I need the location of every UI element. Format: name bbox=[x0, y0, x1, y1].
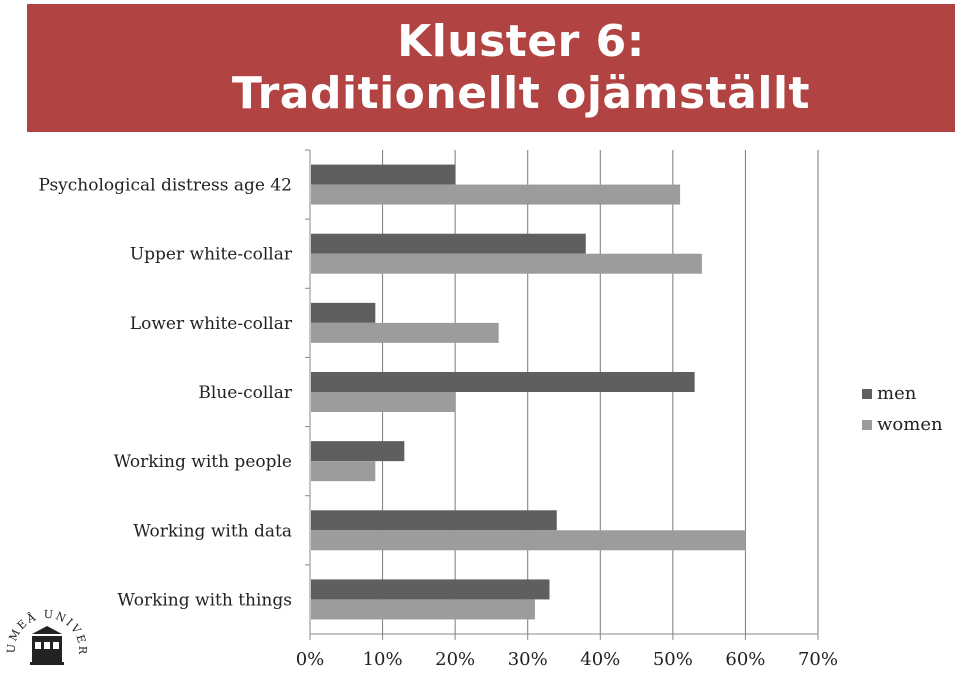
bar-women bbox=[311, 392, 456, 412]
legend: men women bbox=[862, 378, 943, 440]
category-label: Psychological distress age 42 bbox=[38, 176, 292, 196]
legend-item-men: men bbox=[862, 378, 943, 409]
x-tick-label: 60% bbox=[725, 649, 765, 670]
x-tick-label: 40% bbox=[580, 649, 620, 670]
title-line-1: Kluster 6: bbox=[397, 16, 645, 67]
bar-men bbox=[311, 579, 550, 600]
university-logo: UMEÅ UNIVERSITET bbox=[4, 606, 87, 665]
bar-men bbox=[311, 441, 405, 462]
bar-women bbox=[311, 184, 681, 205]
bar-women bbox=[311, 599, 535, 620]
bar-women bbox=[311, 461, 376, 482]
bar-men bbox=[311, 302, 376, 323]
bar-men bbox=[311, 164, 456, 185]
bar-women bbox=[311, 322, 499, 343]
legend-item-women: women bbox=[862, 409, 943, 440]
title-banner: Kluster 6: Traditionellt ojämställt bbox=[27, 4, 955, 132]
legend-label-men: men bbox=[877, 383, 917, 404]
legend-label-women: women bbox=[877, 414, 943, 435]
bar-women bbox=[311, 253, 702, 274]
category-label: Lower white-collar bbox=[130, 314, 293, 334]
bar-men bbox=[311, 510, 557, 531]
legend-swatch-men bbox=[862, 388, 872, 399]
category-label: Blue-collar bbox=[198, 383, 292, 403]
title-line-2: Traditionellt ojämställt bbox=[231, 68, 811, 119]
category-label: Upper white-collar bbox=[130, 245, 293, 265]
x-tick-label: 0% bbox=[296, 649, 325, 670]
category-label: Working with people bbox=[114, 452, 292, 472]
category-label: Working with things bbox=[117, 590, 292, 610]
x-tick-label: 10% bbox=[363, 649, 403, 670]
x-tick-label: 30% bbox=[508, 649, 548, 670]
legend-swatch-women bbox=[862, 419, 872, 430]
x-tick-label: 20% bbox=[435, 649, 475, 670]
category-label: Working with data bbox=[133, 521, 292, 541]
x-tick-label: 70% bbox=[798, 649, 838, 670]
bar-men bbox=[311, 233, 586, 254]
bar-men bbox=[311, 372, 695, 392]
x-tick-label: 50% bbox=[653, 649, 693, 670]
bar-women bbox=[311, 530, 746, 551]
